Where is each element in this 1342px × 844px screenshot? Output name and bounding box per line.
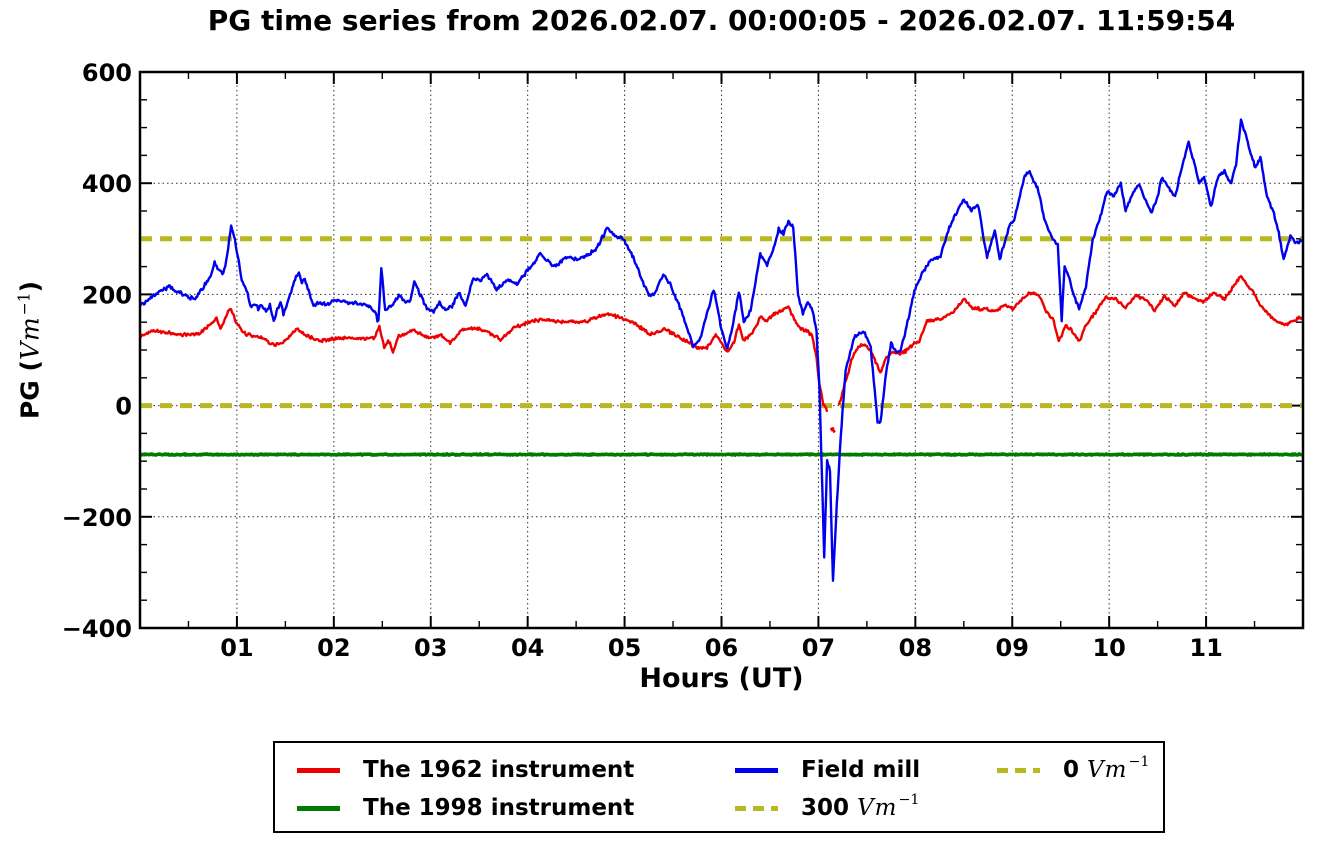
x-tick-label: 09 [996,634,1029,662]
series-the-1998-instrument [138,452,1304,457]
x-tick-label: 08 [899,634,932,662]
y-tick-label: −200 [62,504,132,532]
plot-frame [138,70,1305,630]
legend: The 1962 instrument The 1998 instrument Fi… [273,741,1165,833]
legend-label: The 1962 instrument [363,757,635,783]
y-axis-label-prefix: PG ( [15,360,45,420]
x-axis-label: Hours (UT) [639,663,804,694]
legend-entry-the-1962-instrument: The 1962 instrument [297,757,634,783]
grid [140,72,1303,628]
legend-entry-the-1998-instrument: The 1998 instrument [297,795,634,821]
tick-labels: 01 02 03 04 05 06 07 08 09 10 11 600 400 200 0 −200 −400 [62,59,1223,662]
legend-label: The 1998 instrument [363,795,635,821]
x-tick-label: 06 [705,634,738,662]
y-tick-label: 200 [82,281,132,309]
legend-unit: Vm [1087,757,1128,783]
x-tick-label: 11 [1189,634,1222,662]
x-tick-label: 02 [317,634,350,662]
legend-unit-exponent: −1 [898,792,920,809]
legend-entry-300: 300 Vm −1 [735,792,920,821]
series-the-1962-instrument [829,427,836,433]
y-tick-label: −400 [62,615,132,643]
legend-label: 0 [1063,757,1080,783]
legend-entry-0: 0 Vm −1 [997,754,1150,783]
x-tick-label: 10 [1092,634,1125,662]
y-axis-unit: Vm [15,316,45,361]
legend-swatch [997,767,1040,773]
series-field-mill [138,118,1303,582]
legend-label: 300 [801,795,850,821]
series-the-1962-instrument [139,305,829,413]
chart-title: PG time series from 2026.02.07. 00:00:05… [207,4,1236,37]
x-tick-label: 01 [220,634,253,662]
y-tick-label: 400 [82,170,132,198]
y-tick-label: 600 [82,59,132,87]
legend-entry-field-mill: Field mill [735,757,920,783]
y-axis-label: PG (Vm−1) [16,281,45,419]
legend-swatch [297,767,340,773]
legend-unit: Vm [857,795,898,821]
series-the-1962-instrument [837,275,1304,406]
legend-swatch [735,805,778,811]
y-tick-label: 0 [115,393,132,421]
y-axis-label-suffix: ) [15,280,45,293]
x-tick-label: 05 [608,634,641,662]
legend-unit-exponent: −1 [1128,754,1150,771]
x-tick-label: 04 [511,634,544,662]
legend-swatch [297,805,340,811]
y-axis-unit-exponent: −1 [15,292,34,316]
x-tick-label: 07 [802,634,835,662]
x-tick-label: 03 [414,634,447,662]
legend-label: Field mill [801,757,921,783]
legend-swatch [735,767,778,773]
